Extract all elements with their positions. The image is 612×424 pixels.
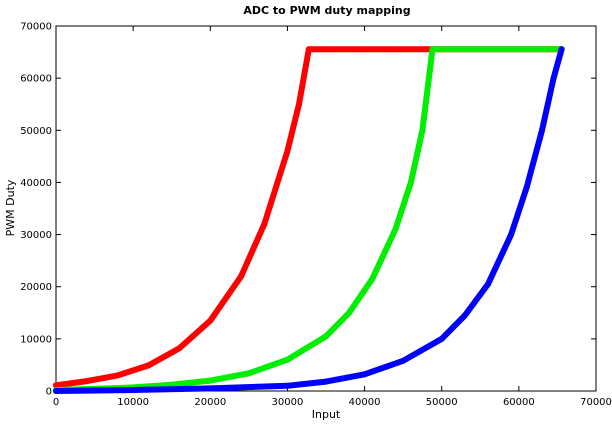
y-tick-label: 10000 (20, 334, 52, 345)
data-point (485, 46, 491, 53)
data-point (207, 317, 214, 324)
y-tick-label: 50000 (20, 126, 52, 137)
data-point (245, 370, 252, 377)
data-point (53, 382, 59, 389)
x-axis-label: Input (312, 408, 341, 421)
y-tick-label: 0 (46, 387, 52, 398)
data-point (330, 46, 337, 53)
data-point (419, 127, 426, 134)
x-tick-label: 40000 (349, 397, 381, 408)
chart-title: ADC to PWM duty mapping (243, 4, 410, 17)
data-point (207, 377, 214, 384)
data-point (558, 46, 565, 53)
data-point (485, 281, 491, 288)
data-point (546, 46, 553, 53)
x-tick-label: 10000 (117, 397, 149, 408)
data-point (296, 101, 302, 108)
data-point (407, 179, 414, 186)
data-point (261, 221, 268, 228)
data-point (438, 335, 445, 342)
x-tick-label: 0 (53, 397, 59, 408)
data-point (323, 333, 329, 340)
data-point (361, 46, 368, 53)
data-point (305, 46, 312, 53)
series-layer (53, 46, 565, 394)
plot-frame (55, 25, 597, 392)
y-tick-label: 70000 (20, 22, 52, 33)
data-point (145, 362, 152, 369)
data-point (207, 385, 214, 392)
data-point (361, 371, 368, 378)
data-point (114, 372, 121, 379)
data-point (461, 312, 468, 319)
data-point (392, 46, 399, 53)
data-point (550, 75, 557, 82)
x-tick-label: 60000 (503, 397, 535, 408)
data-point (130, 387, 137, 393)
series-line-2 (53, 46, 565, 393)
x-tick-label: 20000 (194, 397, 226, 408)
data-point (53, 388, 59, 394)
data-point (323, 378, 329, 385)
series-line-1 (53, 46, 565, 389)
data-point (400, 357, 407, 364)
series-line-3 (53, 46, 565, 394)
data-point (284, 148, 291, 155)
data-point (392, 226, 399, 233)
data-point (515, 46, 522, 53)
y-tick-label: 30000 (20, 230, 52, 241)
data-point (429, 46, 436, 53)
x-tick-label: 50000 (426, 397, 458, 408)
y-tick-label: 40000 (20, 178, 52, 189)
data-point (284, 356, 291, 363)
x-tick-label: 30000 (272, 397, 304, 408)
data-point (238, 273, 245, 280)
data-point (176, 345, 183, 352)
data-point (369, 275, 376, 282)
data-point (284, 382, 291, 389)
data-point (454, 46, 461, 53)
data-point (523, 184, 530, 191)
data-point (423, 46, 430, 53)
axis-ticks: 0 10000 20000 30000 40000 50000 60000 70000 0 100… (20, 22, 612, 409)
y-axis-label: PWM Duty (4, 179, 17, 236)
y-tick-label: 60000 (20, 74, 52, 85)
data-point (508, 231, 515, 238)
data-point (83, 378, 90, 385)
data-point (346, 309, 353, 316)
x-tick-label: 70000 (580, 397, 612, 408)
y-tick-label: 20000 (20, 282, 52, 293)
data-point (539, 127, 545, 134)
